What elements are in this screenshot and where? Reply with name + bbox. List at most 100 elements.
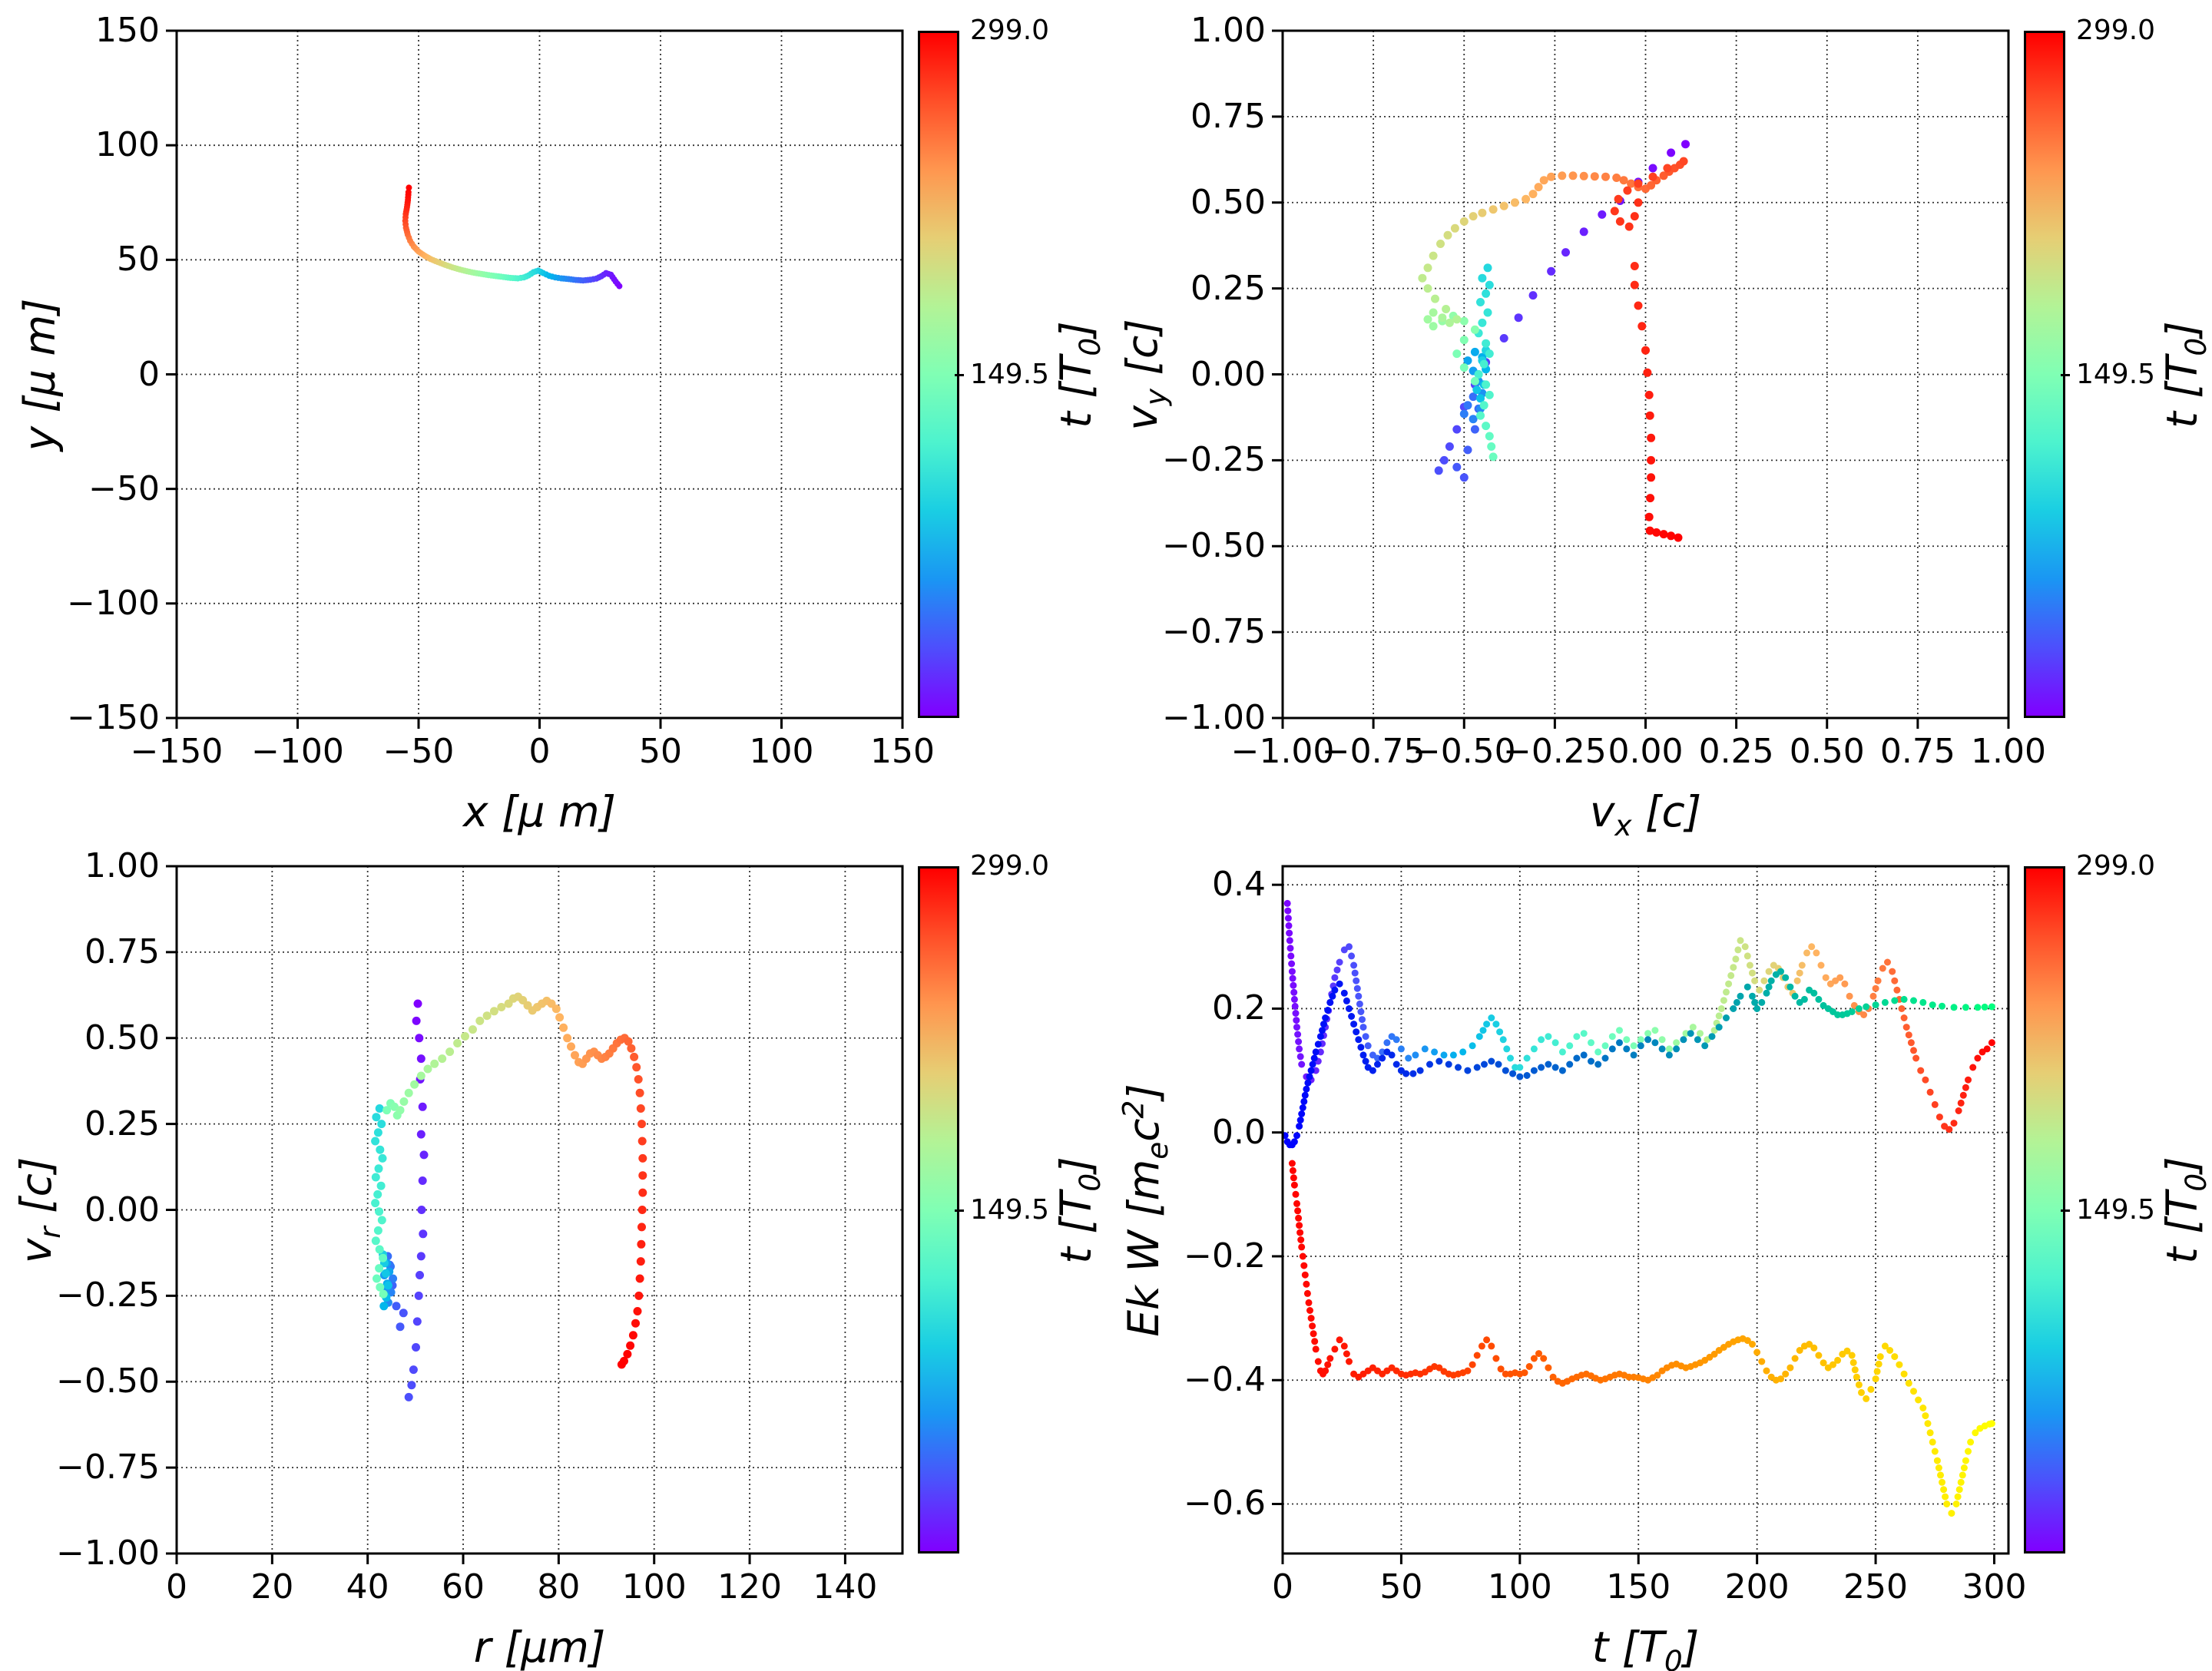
data-point-Ek <box>1798 961 1806 969</box>
data-point-khaki-rise <box>1459 217 1469 226</box>
data-point-Ek <box>1290 981 1297 989</box>
data-point-blue-scatter <box>396 1322 405 1332</box>
x-tick-label: 150 <box>870 732 935 771</box>
data-point-cyan-column <box>1476 298 1485 306</box>
data-point-red-descent <box>633 1307 642 1315</box>
series-group <box>402 184 623 290</box>
data-point-cyan-column <box>375 1104 384 1113</box>
data-point-total <box>1516 1073 1524 1080</box>
data-point-W <box>1301 1271 1309 1279</box>
data-point-total <box>1293 1132 1300 1140</box>
data-point-Ek <box>1796 969 1803 977</box>
data-point-W <box>1654 1372 1661 1379</box>
data-point-total <box>1310 1054 1318 1062</box>
colorbar-tick-mid: 149.5 <box>2076 358 2156 390</box>
data-point-W <box>1290 1181 1298 1189</box>
label-segment: v <box>11 1238 61 1263</box>
data-point-total <box>1708 1033 1716 1041</box>
data-point-green-cluster <box>1429 322 1438 331</box>
data-point-Ek <box>1889 968 1896 975</box>
data-point-blue-scatter <box>381 1269 390 1278</box>
data-point-total <box>1981 1003 1988 1011</box>
data-point-orange-top <box>1627 179 1636 188</box>
plot-border <box>175 865 904 1555</box>
data-point-W <box>1810 1344 1818 1352</box>
data-point-violet-column <box>419 1150 429 1160</box>
data-point-total <box>1309 1061 1316 1068</box>
data-point-orange-wiggle <box>571 1051 579 1060</box>
y-tick-label: 0.25 <box>1190 268 1266 308</box>
colorbar-label: t [T0] <box>2157 321 2212 428</box>
data-point-W <box>1919 1405 1927 1411</box>
data-point-W <box>1876 1353 1884 1361</box>
data-point-total <box>1594 1061 1602 1068</box>
data-point-total <box>1658 1045 1666 1053</box>
data-point-cyan-column <box>1476 411 1485 420</box>
data-point-total <box>1687 1030 1694 1037</box>
data-point-total <box>1300 1097 1308 1105</box>
data-point-total <box>1733 998 1740 1006</box>
data-point-Ek <box>1803 949 1810 957</box>
data-point-Ek <box>1293 1024 1300 1031</box>
data-point-cyan-column <box>375 1264 384 1273</box>
data-point-Ek <box>1289 974 1296 982</box>
data-point-Ek <box>1884 958 1891 966</box>
data-point-total <box>1343 997 1350 1004</box>
colorbar <box>918 866 959 1554</box>
x-axis-label: x [μ m] <box>463 791 616 833</box>
data-point-Ek <box>1974 1054 1982 1062</box>
data-point-Ek <box>1374 1054 1381 1062</box>
data-point-W <box>1305 1299 1313 1306</box>
data-point-Ek <box>1965 1076 1972 1084</box>
data-point-red-descent <box>1667 531 1676 541</box>
data-point-Ek <box>1936 1113 1943 1121</box>
data-point-W <box>1931 1448 1939 1455</box>
panel-vx-vy: −1.00 −0.75 −0.50 −0.25 0.00 0.25 0.50 0.75 1.00… <box>1106 0 2212 840</box>
data-point-green-cluster <box>1423 284 1432 293</box>
data-point-total <box>1872 1001 1879 1009</box>
data-point-red-descent <box>1641 346 1650 355</box>
data-point-Ek <box>1665 1045 1673 1053</box>
data-point-khaki-rise <box>1443 230 1452 240</box>
data-point-green-cluster <box>1423 315 1432 324</box>
data-point-violet-column <box>417 1206 426 1214</box>
data-point-red-descent <box>635 1088 644 1097</box>
data-point-red-descent <box>1610 207 1619 216</box>
data-point-blue-cluster <box>1470 425 1479 434</box>
data-point-Ek <box>1288 968 1296 975</box>
data-point-Ek <box>1573 1033 1581 1041</box>
label-segment: 0 <box>1664 1644 1683 1671</box>
data-point-Ek <box>1730 964 1737 971</box>
plot-border <box>1281 865 2010 1555</box>
data-point-early-diagonal <box>1648 164 1657 173</box>
y-tick-label: 0.00 <box>1190 354 1266 394</box>
y-tick-label: 0.50 <box>1190 182 1266 222</box>
data-point-Ek <box>1479 1027 1487 1034</box>
data-point-W <box>1937 1471 1944 1479</box>
data-point-Ek <box>1922 1076 1929 1084</box>
data-point-Ek <box>1294 1031 1302 1038</box>
data-point-total <box>1743 983 1751 991</box>
data-point-red-descent <box>635 1274 644 1283</box>
data-point-green-cluster <box>1442 305 1451 313</box>
data-point-W <box>1294 1207 1302 1215</box>
data-point-W <box>1521 1369 1528 1377</box>
data-point-Ek <box>1356 1000 1363 1008</box>
data-point-green-rise <box>438 1054 447 1064</box>
data-point-red-descent <box>1630 212 1639 221</box>
data-point-cyan-column <box>1478 273 1487 283</box>
data-point-early-diagonal <box>1528 291 1538 300</box>
x-tick-label: 140 <box>813 1567 878 1606</box>
data-point-W <box>1924 1420 1932 1428</box>
label-segment: x [μ m] <box>463 787 616 836</box>
data-point-cyan-column <box>377 1120 386 1129</box>
label-segment: [c] <box>1631 787 1702 836</box>
x-tick-label: −0.75 <box>1321 732 1426 771</box>
data-point-Ek <box>1872 984 1879 992</box>
x-tick-label: −0.25 <box>1502 732 1607 771</box>
data-point-cyan-column <box>373 1274 381 1283</box>
data-point-W <box>1843 1347 1851 1355</box>
data-point-total <box>1481 1061 1488 1068</box>
data-point-total <box>1566 1061 1574 1068</box>
data-point-W <box>1324 1361 1332 1368</box>
